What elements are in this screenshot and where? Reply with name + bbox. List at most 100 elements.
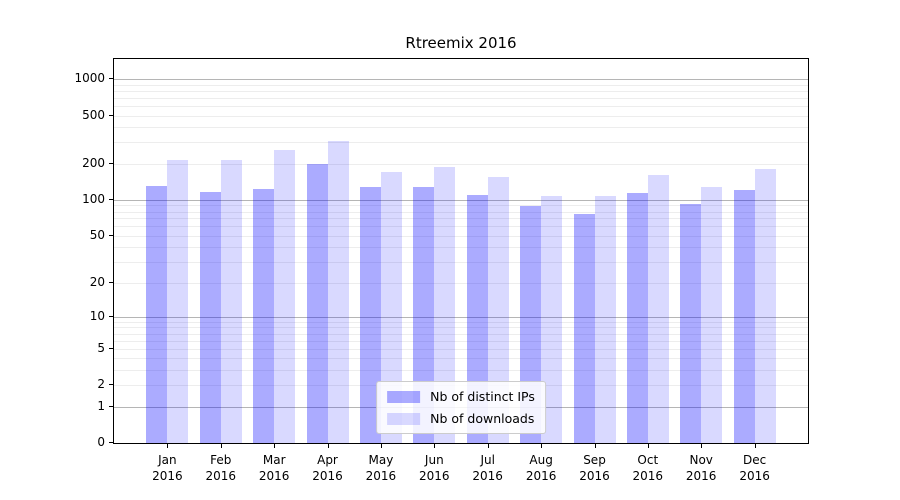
gridline-minor bbox=[114, 327, 808, 329]
bar-downloads bbox=[701, 187, 723, 443]
y-tick-label: 100 bbox=[82, 191, 105, 206]
gridline-minor bbox=[114, 211, 808, 213]
gridline-minor bbox=[114, 115, 808, 117]
legend-label-downloads: Nb of downloads bbox=[430, 411, 535, 426]
y-tick-mark bbox=[109, 347, 113, 349]
y-tick-label: 5 bbox=[97, 340, 105, 355]
gridline-minor bbox=[114, 348, 808, 350]
x-tick-mark bbox=[167, 444, 169, 448]
x-tick-label: Mar 2016 bbox=[258, 453, 290, 483]
bar-distinct-ips bbox=[413, 187, 435, 443]
legend-swatch-downloads bbox=[387, 412, 421, 425]
legend: Nb of distinct IPs Nb of downloads bbox=[376, 381, 546, 434]
gridline-minor bbox=[114, 247, 808, 249]
bar-downloads bbox=[594, 195, 616, 443]
plot-area: Nb of distinct IPs Nb of downloads bbox=[113, 58, 809, 444]
bar-downloads bbox=[167, 160, 189, 443]
gridline-minor bbox=[114, 127, 808, 129]
bar-distinct-ips bbox=[466, 194, 488, 443]
bar-distinct-ips bbox=[733, 189, 755, 443]
y-tick-mark bbox=[109, 442, 113, 443]
legend-entry-downloads: Nb of downloads bbox=[387, 411, 535, 426]
x-tick-mark bbox=[487, 444, 489, 448]
x-tick-mark bbox=[274, 444, 276, 448]
legend-label-distinct-ips: Nb of distinct IPs bbox=[430, 389, 535, 404]
x-tick-mark bbox=[220, 444, 222, 448]
y-tick-label: 200 bbox=[82, 155, 105, 170]
gridline-minor bbox=[114, 205, 808, 207]
bar-distinct-ips bbox=[306, 164, 328, 443]
x-tick-label: Oct 2016 bbox=[632, 453, 664, 483]
x-tick-mark bbox=[594, 444, 596, 448]
gridline-minor bbox=[114, 84, 808, 86]
gridline-minor bbox=[114, 370, 808, 371]
x-tick-mark bbox=[327, 444, 329, 448]
bar-downloads bbox=[754, 168, 776, 443]
gridline-minor bbox=[114, 142, 808, 144]
bar-distinct-ips bbox=[253, 188, 275, 443]
y-tick-label: 1000 bbox=[74, 71, 105, 85]
gridline-major bbox=[114, 316, 808, 318]
y-tick-label: 10 bbox=[89, 308, 105, 323]
x-tick-label: Jul 2016 bbox=[472, 453, 503, 483]
legend-entry-distinct-ips: Nb of distinct IPs bbox=[387, 389, 535, 404]
gridline-minor bbox=[114, 226, 808, 228]
gridline-minor bbox=[114, 105, 808, 107]
x-tick-mark bbox=[541, 444, 543, 448]
y-tick-label: 20 bbox=[89, 274, 105, 289]
bar-distinct-ips bbox=[199, 192, 221, 443]
gridline-minor bbox=[114, 90, 808, 92]
y-tick-mark bbox=[109, 281, 113, 283]
x-tick-label: Nov 2016 bbox=[685, 453, 717, 483]
x-tick-label: Dec 2016 bbox=[739, 453, 770, 483]
y-tick-mark bbox=[109, 78, 113, 79]
legend-swatch-distinct-ips bbox=[387, 390, 421, 403]
y-tick-label: 1 bbox=[97, 398, 105, 413]
gridline-minor bbox=[114, 218, 808, 220]
y-tick-mark bbox=[109, 198, 113, 200]
x-tick-mark bbox=[647, 444, 649, 448]
x-tick-mark bbox=[754, 444, 756, 448]
y-tick-mark bbox=[109, 114, 113, 116]
x-tick-label: Jan 2016 bbox=[152, 453, 183, 483]
bar-distinct-ips bbox=[359, 187, 381, 443]
gridline-minor bbox=[114, 282, 808, 284]
x-tick-mark bbox=[701, 444, 703, 448]
x-tick-label: May 2016 bbox=[365, 453, 397, 483]
bar-distinct-ips bbox=[146, 186, 168, 443]
chart-title: Rtreemix 2016 bbox=[405, 34, 517, 52]
bar-downloads bbox=[220, 160, 242, 443]
y-tick-mark bbox=[109, 315, 113, 317]
bar-downloads bbox=[487, 177, 509, 443]
gridline-minor bbox=[114, 97, 808, 99]
y-tick-label: 0 bbox=[97, 435, 105, 449]
bar-downloads bbox=[327, 140, 349, 443]
x-tick-label: Apr 2016 bbox=[312, 453, 343, 483]
y-tick-label: 500 bbox=[82, 107, 105, 122]
y-tick-mark bbox=[109, 234, 113, 236]
gridline-minor bbox=[114, 340, 808, 342]
y-tick-mark bbox=[109, 405, 113, 407]
bar-downloads bbox=[541, 196, 563, 443]
bar-distinct-ips bbox=[573, 213, 595, 443]
x-tick-label: Sep 2016 bbox=[579, 453, 610, 483]
bar-downloads bbox=[274, 149, 296, 443]
gridline-minor bbox=[114, 163, 808, 165]
y-tick-mark bbox=[109, 384, 113, 386]
bar-distinct-ips bbox=[680, 204, 702, 443]
gridline-minor bbox=[114, 358, 808, 360]
x-tick-label: Aug 2016 bbox=[525, 453, 557, 483]
y-tick-label: 50 bbox=[89, 227, 105, 242]
gridline-minor bbox=[114, 321, 808, 323]
gridline-minor bbox=[114, 262, 808, 264]
x-tick-mark bbox=[380, 444, 382, 448]
bar-downloads bbox=[647, 174, 669, 443]
y-tick-mark bbox=[109, 162, 113, 164]
x-tick-mark bbox=[434, 444, 436, 448]
bar-downloads bbox=[380, 171, 402, 443]
y-tick-label: 2 bbox=[97, 377, 105, 392]
x-tick-label: Feb 2016 bbox=[205, 453, 237, 483]
bar-distinct-ips bbox=[626, 192, 648, 443]
x-tick-label: Jun 2016 bbox=[419, 453, 450, 483]
